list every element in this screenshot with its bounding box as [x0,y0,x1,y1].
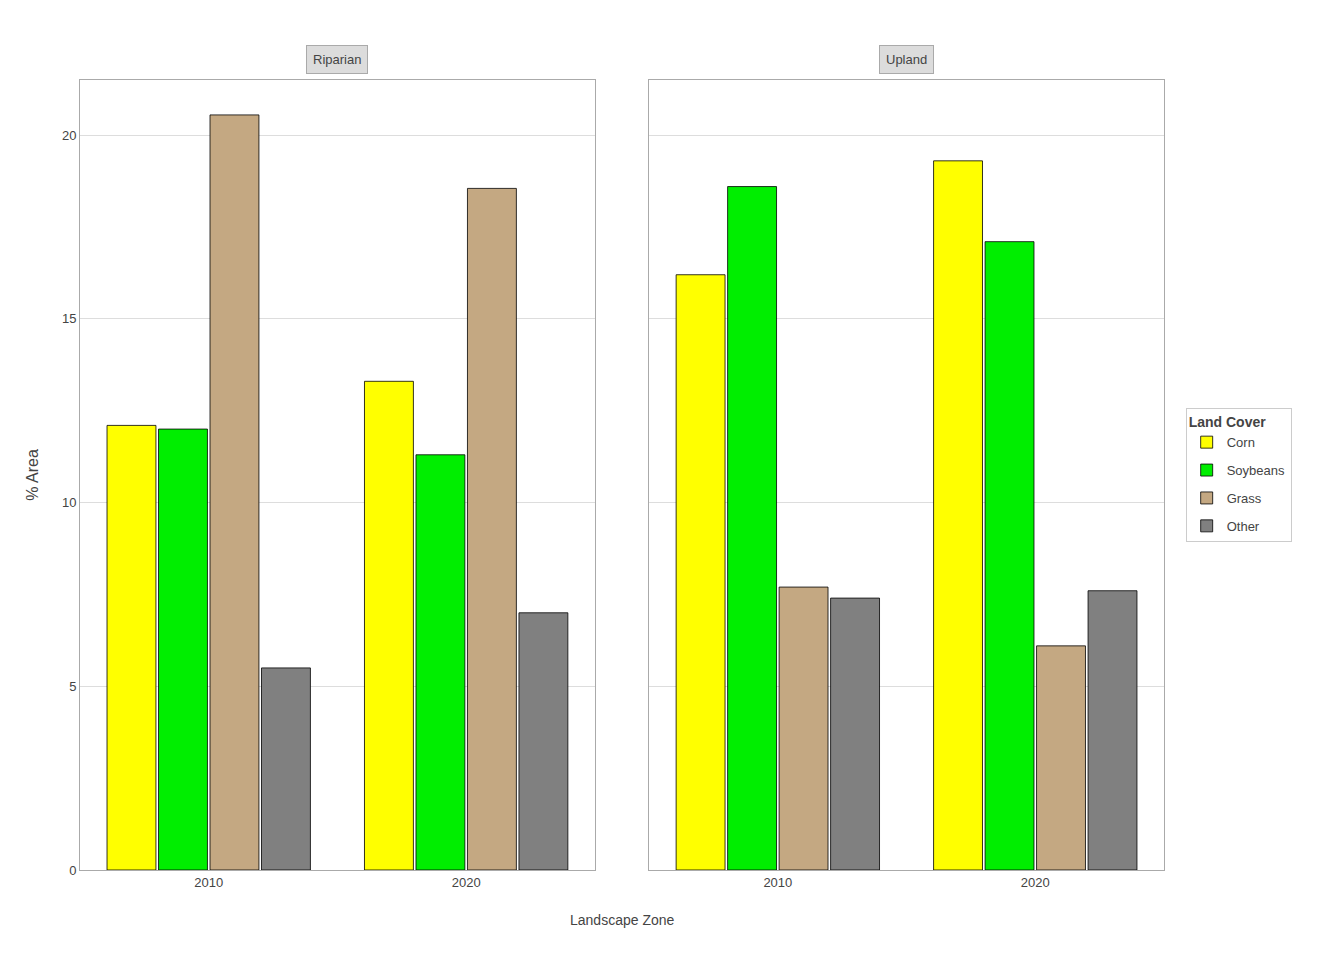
svg-text:20: 20 [62,128,76,143]
svg-text:Other: Other [1227,519,1260,534]
svg-text:Landscape Zone: Landscape Zone [570,912,675,928]
svg-text:Land Cover: Land Cover [1189,414,1267,430]
svg-text:% Area: % Area [24,449,41,501]
svg-text:Soybeans: Soybeans [1227,463,1285,478]
svg-text:15: 15 [62,311,76,326]
svg-text:Riparian: Riparian [313,52,361,67]
svg-text:2010: 2010 [194,875,223,890]
svg-text:5: 5 [69,679,76,694]
svg-text:0: 0 [69,863,76,878]
svg-text:10: 10 [62,495,76,510]
svg-text:Grass: Grass [1227,491,1262,506]
svg-text:Upland: Upland [886,52,927,67]
svg-text:2010: 2010 [763,875,792,890]
svg-text:2020: 2020 [452,875,481,890]
svg-text:2020: 2020 [1021,875,1050,890]
svg-text:Corn: Corn [1227,435,1255,450]
